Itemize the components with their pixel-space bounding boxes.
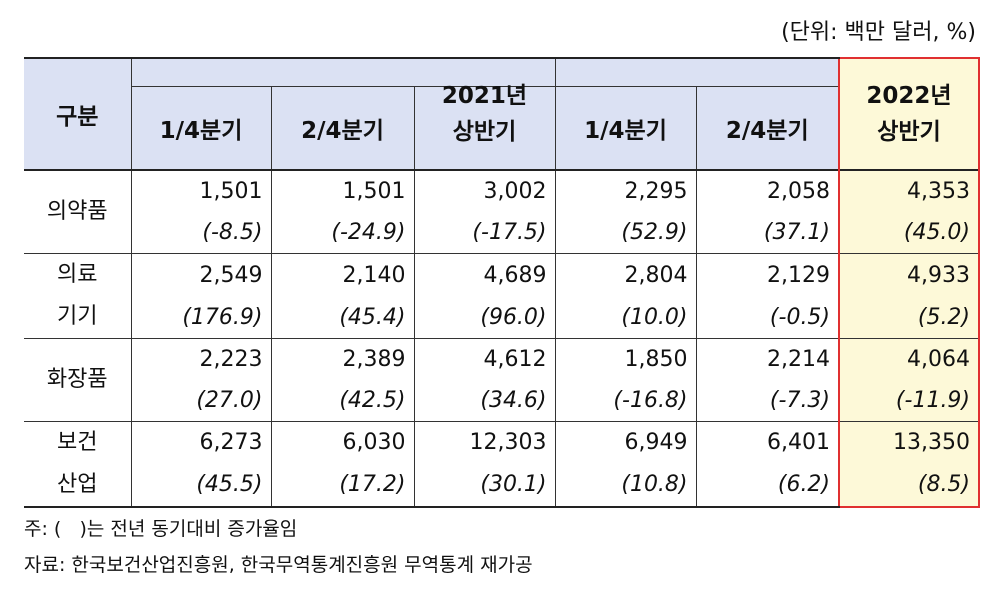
- pct-cell: (-0.5): [695, 296, 840, 339]
- value-cell-highlight: 4,353: [838, 169, 981, 212]
- value-cell: 3,002: [413, 169, 556, 212]
- pct-cell: (34.6): [413, 380, 556, 422]
- header-2021-half-label: 상반기: [452, 118, 517, 145]
- value-cell: 2,140: [270, 253, 414, 296]
- pct-cell: (37.1): [695, 212, 840, 254]
- row-label-pharma-line1: 의약품: [46, 199, 108, 224]
- pct-cell: (-8.5): [130, 212, 271, 254]
- header-2021-year: 2021년: [441, 82, 528, 109]
- header-group-2021: [130, 57, 556, 87]
- pct-cell-highlight: (8.5): [838, 463, 981, 509]
- pct-cell: (30.1): [413, 463, 556, 509]
- pct-cell: (10.0): [554, 296, 697, 339]
- row-label-cosmetics-line1: 화장품: [46, 367, 108, 392]
- pct-cell: (52.9): [554, 212, 697, 254]
- value-cell: 2,223: [130, 338, 271, 380]
- pct-cell: (-7.3): [695, 380, 840, 422]
- row-label-health-industry-line1: 보건: [57, 430, 98, 455]
- row-label-health-industry-line2: 산업: [57, 472, 98, 497]
- value-cell: 6,273: [130, 420, 271, 464]
- pct-cell: (17.2): [270, 463, 414, 509]
- pct-cell: (42.5): [270, 380, 414, 422]
- pct-cell: (-24.9): [270, 212, 414, 254]
- value-cell: 2,295: [554, 169, 697, 212]
- pct-cell: (176.9): [130, 296, 271, 339]
- row-label-health-industry: 보건 산업: [24, 421, 131, 508]
- row-label-cosmetics: 화장품: [24, 338, 131, 422]
- header-2022-year: 2022년: [866, 83, 952, 109]
- note-source: 자료: 한국보건산업진흥원, 한국무역통계진흥원 무역통계 재가공: [24, 554, 533, 576]
- value-cell: 12,303: [413, 420, 556, 464]
- value-cell-highlight: 4,064: [838, 338, 981, 380]
- pct-cell: (27.0): [130, 380, 271, 422]
- header-2021-q1: 1/4분기: [130, 86, 271, 170]
- pct-cell: (-16.8): [554, 380, 697, 422]
- header-category: 구분: [24, 57, 131, 170]
- row-label-medical-device-line1: 의료: [57, 262, 98, 287]
- header-2022-half: 2022년 상반기: [838, 57, 981, 170]
- value-cell-highlight: 4,933: [838, 253, 981, 296]
- value-cell: 2,549: [130, 253, 271, 296]
- value-cell: 1,501: [130, 169, 271, 212]
- notes: 주: ( )는 전년 동기대비 증가율임 자료: 한국보건산업진흥원, 한국무역…: [24, 511, 533, 583]
- pct-cell-highlight: (5.2): [838, 296, 981, 339]
- value-cell: 6,030: [270, 420, 414, 464]
- pct-cell: (45.4): [270, 296, 414, 339]
- value-cell: 4,612: [413, 338, 556, 380]
- header-group-2022: [554, 57, 840, 87]
- pct-cell: (6.2): [695, 463, 840, 509]
- value-cell: 2,129: [695, 253, 840, 296]
- value-cell: 2,804: [554, 253, 697, 296]
- value-cell-highlight: 13,350: [838, 420, 981, 464]
- row-label-medical-device: 의료 기기: [24, 253, 131, 339]
- row-label-medical-device-line2: 기기: [57, 304, 98, 329]
- value-cell: 6,401: [695, 420, 840, 464]
- row-label-pharma: 의약품: [24, 169, 131, 254]
- value-cell: 4,689: [413, 253, 556, 296]
- pct-cell-highlight: (-11.9): [838, 380, 981, 422]
- value-cell: 1,501: [270, 169, 414, 212]
- value-cell: 2,389: [270, 338, 414, 380]
- value-cell: 1,850: [554, 338, 697, 380]
- note-growth-rate: 주: ( )는 전년 동기대비 증가율임: [24, 518, 298, 540]
- value-cell: 6,949: [554, 420, 697, 464]
- pct-cell: (-17.5): [413, 212, 556, 254]
- header-2022-q1: 1/4분기: [554, 86, 697, 170]
- pct-cell-highlight: (45.0): [838, 212, 981, 254]
- pct-cell: (10.8): [554, 463, 697, 509]
- value-cell: 2,214: [695, 338, 840, 380]
- unit-label: (단위: 백만 달러, %): [781, 20, 976, 45]
- header-2021-half: 2021년 상반기: [413, 83, 556, 170]
- pct-cell: (96.0): [413, 296, 556, 339]
- header-2022-q2: 2/4분기: [695, 86, 840, 170]
- pct-cell: (45.5): [130, 463, 271, 509]
- header-2022-half-label: 상반기: [877, 119, 941, 145]
- export-table: 구분 2022년 상반기 1/4분기 2/4분기 2021년 상반기 1/4분기…: [24, 57, 981, 509]
- header-2021-q2: 2/4분기: [270, 86, 414, 170]
- value-cell: 2,058: [695, 169, 840, 212]
